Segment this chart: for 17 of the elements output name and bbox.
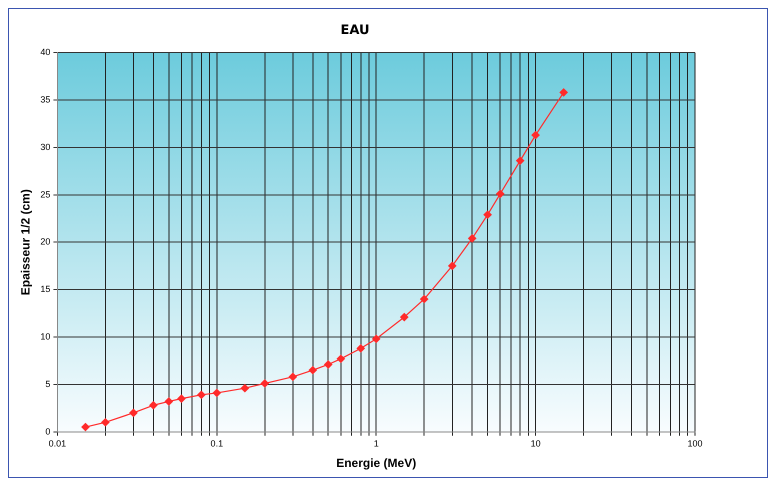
- y-tick-label: 5: [45, 378, 50, 389]
- x-tick-label: 100: [687, 438, 703, 449]
- x-tick-label: 1: [374, 438, 379, 449]
- x-tick-label: 10: [530, 438, 541, 449]
- chart-title: EAU: [340, 23, 370, 38]
- y-tick-label: 40: [40, 47, 50, 58]
- y-axis-title: Epaisseur 1/2 (cm): [18, 189, 33, 296]
- y-tick-label: 0: [45, 426, 50, 436]
- y-tick-label: 20: [40, 236, 50, 247]
- x-axis-title: Energie (MeV): [336, 456, 416, 470]
- y-tick-label: 10: [40, 331, 50, 342]
- y-tick-label: 15: [40, 284, 50, 294]
- y-tick-label: 25: [40, 189, 50, 200]
- x-tick-label: 0.01: [48, 438, 66, 449]
- y-tick-label: 30: [40, 142, 50, 152]
- y-tick-label: 35: [40, 94, 50, 104]
- x-tick-label: 0.1: [210, 438, 224, 449]
